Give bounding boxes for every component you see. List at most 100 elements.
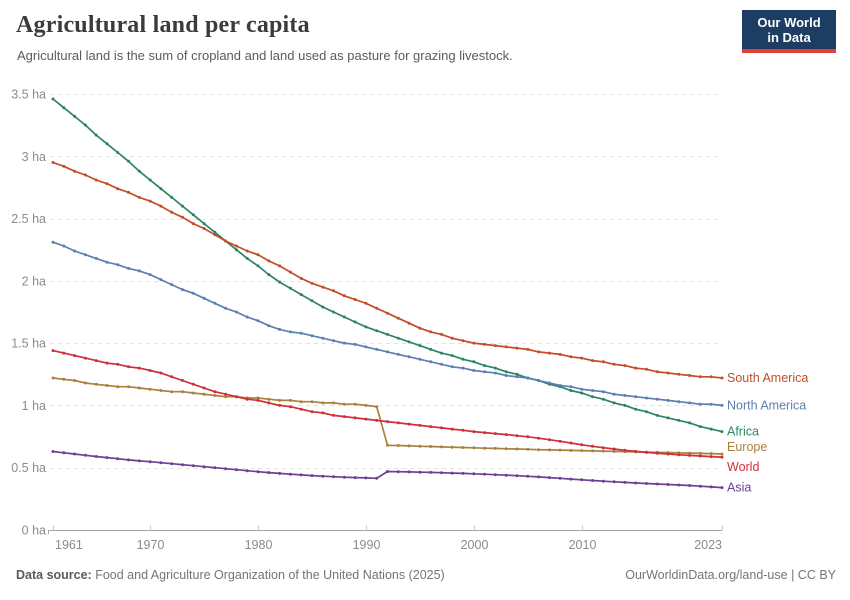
data-point[interactable]: [472, 341, 476, 345]
data-point[interactable]: [73, 379, 77, 382]
data-point[interactable]: [105, 182, 109, 186]
data-point[interactable]: [440, 351, 443, 355]
data-point[interactable]: [299, 407, 303, 411]
data-point[interactable]: [62, 377, 66, 381]
series-label-europe[interactable]: Europe: [727, 440, 767, 454]
data-point[interactable]: [83, 453, 87, 457]
data-point[interactable]: [137, 195, 141, 199]
data-point[interactable]: [601, 397, 605, 401]
series-line-africa[interactable]: [52, 98, 723, 433]
data-point[interactable]: [224, 239, 228, 243]
data-point[interactable]: [234, 244, 238, 248]
data-point[interactable]: [493, 371, 497, 375]
data-point[interactable]: [461, 428, 465, 432]
data-point[interactable]: [256, 264, 260, 268]
data-point[interactable]: [375, 329, 379, 333]
data-point[interactable]: [472, 446, 476, 450]
data-point[interactable]: [655, 413, 659, 417]
data-point[interactable]: [580, 478, 584, 482]
data-point[interactable]: [213, 390, 217, 394]
data-point[interactable]: [720, 403, 724, 407]
data-point[interactable]: [591, 479, 594, 482]
data-point[interactable]: [191, 391, 195, 395]
series-label-africa[interactable]: Africa: [727, 425, 759, 439]
data-point[interactable]: [645, 450, 648, 454]
data-point[interactable]: [105, 361, 109, 365]
data-point[interactable]: [450, 365, 454, 369]
data-point[interactable]: [353, 342, 357, 346]
data-point[interactable]: [569, 355, 573, 359]
data-point[interactable]: [720, 486, 724, 490]
data-point[interactable]: [612, 480, 616, 484]
data-point[interactable]: [461, 446, 465, 449]
data-point[interactable]: [666, 398, 670, 402]
data-point[interactable]: [137, 459, 141, 463]
data-point[interactable]: [569, 389, 573, 392]
data-point[interactable]: [332, 475, 335, 479]
data-point[interactable]: [688, 421, 692, 425]
data-point[interactable]: [159, 187, 163, 191]
data-point[interactable]: [51, 450, 55, 453]
data-point[interactable]: [278, 471, 282, 475]
data-point[interactable]: [709, 485, 713, 489]
data-point[interactable]: [677, 453, 681, 457]
data-point[interactable]: [569, 477, 573, 481]
data-point[interactable]: [342, 402, 346, 406]
data-point[interactable]: [127, 190, 130, 194]
data-point[interactable]: [256, 470, 260, 474]
data-point[interactable]: [418, 444, 422, 448]
data-point[interactable]: [429, 330, 433, 334]
data-point[interactable]: [504, 370, 508, 374]
data-point[interactable]: [353, 416, 357, 420]
data-point[interactable]: [245, 256, 249, 260]
data-point[interactable]: [105, 142, 109, 146]
data-point[interactable]: [94, 133, 98, 137]
data-point[interactable]: [666, 416, 670, 420]
data-point[interactable]: [623, 480, 627, 484]
data-point[interactable]: [353, 402, 357, 406]
data-point[interactable]: [601, 390, 605, 394]
data-point[interactable]: [62, 244, 66, 248]
data-point[interactable]: [386, 311, 389, 315]
data-point[interactable]: [310, 410, 314, 414]
data-point[interactable]: [461, 357, 465, 361]
data-point[interactable]: [148, 178, 152, 182]
series-north-america[interactable]: North America: [51, 240, 807, 413]
data-point[interactable]: [170, 283, 174, 287]
data-point[interactable]: [407, 470, 411, 474]
data-point[interactable]: [310, 334, 314, 338]
data-point[interactable]: [116, 151, 120, 154]
data-point[interactable]: [396, 421, 400, 425]
data-point[interactable]: [440, 471, 443, 475]
data-point[interactable]: [493, 344, 497, 348]
data-point[interactable]: [51, 240, 55, 244]
data-point[interactable]: [353, 298, 357, 301]
data-point[interactable]: [116, 362, 120, 366]
data-point[interactable]: [278, 264, 282, 268]
data-point[interactable]: [310, 400, 314, 404]
data-point[interactable]: [677, 372, 681, 376]
series-world[interactable]: World: [51, 349, 760, 474]
data-point[interactable]: [234, 310, 238, 314]
data-point[interactable]: [116, 457, 120, 461]
data-point[interactable]: [342, 475, 346, 479]
data-point[interactable]: [105, 260, 109, 264]
series-label-north-america[interactable]: North America: [727, 398, 806, 412]
data-point[interactable]: [558, 448, 562, 452]
data-point[interactable]: [375, 405, 379, 409]
data-point[interactable]: [537, 379, 541, 382]
data-point[interactable]: [504, 447, 508, 451]
data-point[interactable]: [116, 263, 120, 267]
data-point[interactable]: [83, 381, 87, 385]
data-point[interactable]: [504, 345, 508, 349]
data-point[interactable]: [310, 281, 314, 285]
data-point[interactable]: [709, 455, 713, 459]
data-point[interactable]: [127, 458, 130, 462]
data-point[interactable]: [73, 249, 77, 253]
data-point[interactable]: [191, 291, 195, 295]
data-point[interactable]: [342, 415, 346, 419]
data-point[interactable]: [105, 384, 109, 387]
data-point[interactable]: [364, 345, 368, 349]
data-point[interactable]: [105, 456, 109, 460]
